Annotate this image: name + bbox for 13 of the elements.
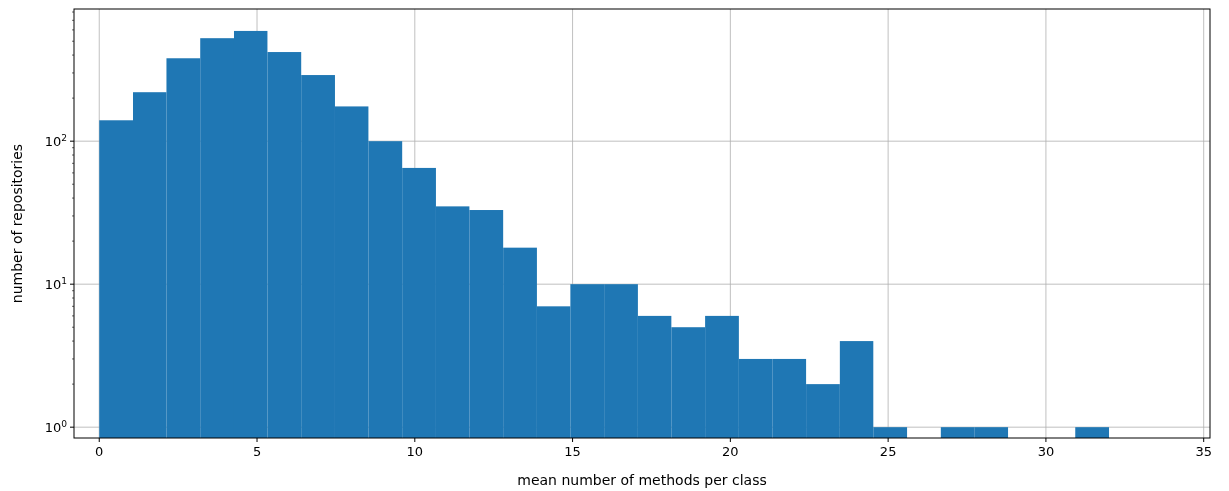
x-tick-label: 20	[722, 444, 739, 459]
x-tick-label: 35	[1195, 444, 1212, 459]
x-tick-label: 15	[564, 444, 581, 459]
x-tick-label: 30	[1037, 444, 1055, 459]
y-axis-title: number of repositories	[9, 143, 25, 304]
x-tick-label: 10	[406, 444, 424, 459]
y-tick-label: 10$^{1}$	[44, 276, 67, 293]
x-tick-label: 0	[95, 444, 104, 459]
x-tick-label: 5	[252, 444, 262, 459]
y-tick-label: 10$^{2}$	[44, 133, 67, 150]
y-tick-label: 10$^{0}$	[44, 419, 68, 436]
x-tick-label: 25	[879, 444, 897, 459]
x-axis-title: mean number of methods per class	[517, 472, 767, 488]
